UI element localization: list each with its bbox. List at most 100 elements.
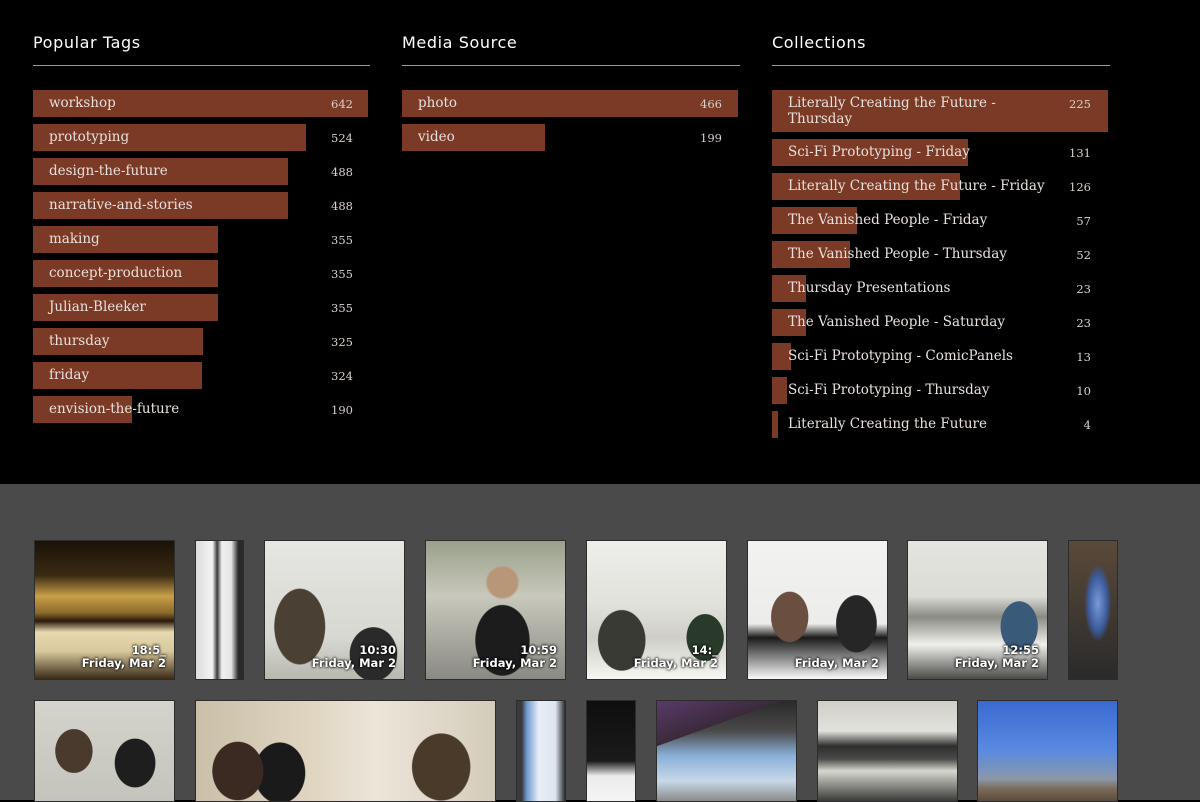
- thumbnail-image: [196, 701, 495, 801]
- thumbnail-image: [35, 701, 174, 801]
- tag-row[interactable]: envision-the-future 190: [33, 396, 368, 423]
- thumbnail-image: [517, 701, 565, 801]
- media-source-count: 466: [700, 97, 722, 111]
- tag-bar: [33, 124, 306, 151]
- tag-row[interactable]: narrative-and-stories 488: [33, 192, 368, 219]
- collection-bar: [772, 411, 778, 438]
- media-source-label: video: [418, 129, 455, 145]
- facets-panel: Popular Tags workshop 642 prototyping 524 de…: [33, 33, 1110, 438]
- collection-bar: [772, 309, 806, 336]
- tag-row[interactable]: thursday 325: [33, 328, 368, 355]
- tag-label: making: [49, 231, 100, 247]
- thumbnail[interactable]: [34, 700, 175, 802]
- collection-bar: [772, 343, 791, 370]
- collection-row[interactable]: Sci-Fi Prototyping - Thursday 10: [772, 377, 1108, 404]
- thumbnail-image: [818, 701, 957, 801]
- tag-bar: [33, 362, 202, 389]
- collection-row[interactable]: The Vanished People - Saturday 23: [772, 309, 1108, 336]
- thumbnail-image: [587, 701, 635, 801]
- collection-bar: [772, 90, 1108, 132]
- collection-row[interactable]: Sci-Fi Prototyping - ComicPanels 13: [772, 343, 1108, 370]
- thumbnail[interactable]: [586, 700, 636, 802]
- tag-count: 355: [331, 267, 353, 281]
- collection-row[interactable]: Literally Creating the Future - Friday 12…: [772, 173, 1108, 200]
- thumbnail-image: [196, 541, 243, 679]
- popular-tags-divider: [33, 65, 370, 66]
- collection-bar: [772, 275, 806, 302]
- thumbnail[interactable]: 10:30 Friday, Mar 2: [264, 540, 405, 680]
- tag-count: 325: [331, 335, 353, 349]
- thumbnail[interactable]: 12:55 Friday, Mar 2: [907, 540, 1048, 680]
- popular-tags-title: Popular Tags: [33, 33, 141, 52]
- collection-count: 52: [1076, 248, 1091, 262]
- collection-label: Sci-Fi Prototyping - Friday: [788, 144, 970, 160]
- tag-label: envision-the-future: [49, 401, 180, 417]
- thumbnail[interactable]: [195, 700, 496, 802]
- tag-row[interactable]: friday 324: [33, 362, 368, 389]
- thumbnail-date: Friday, Mar 2: [311, 656, 396, 670]
- thumbnail-image: [908, 541, 1047, 679]
- tag-bar: [33, 294, 218, 321]
- thumbnail-image: [587, 541, 726, 679]
- thumbnail[interactable]: [977, 700, 1118, 802]
- collection-bar: [772, 207, 857, 234]
- collection-row[interactable]: The Vanished People - Friday 57: [772, 207, 1108, 234]
- thumbnail[interactable]: [1068, 540, 1118, 680]
- tag-row[interactable]: making 355: [33, 226, 368, 253]
- tag-label: thursday: [49, 333, 110, 349]
- tag-bar: [33, 260, 218, 287]
- collections-title: Collections: [772, 33, 867, 52]
- tag-label: workshop: [49, 95, 116, 111]
- tag-bar: [33, 328, 203, 355]
- collection-label: Thursday Presentations: [788, 280, 951, 296]
- tag-count: 190: [331, 403, 353, 417]
- thumbnail[interactable]: 10:59 Friday, Mar 2: [425, 540, 566, 680]
- tag-bar: [33, 396, 132, 423]
- thumbnail[interactable]: [516, 700, 566, 802]
- tag-row[interactable]: workshop 642: [33, 90, 368, 117]
- thumbnail-image: [748, 541, 887, 679]
- tag-bar: [33, 192, 288, 219]
- thumbnail-image: [1069, 541, 1117, 679]
- collection-label: Sci-Fi Prototyping - ComicPanels: [788, 348, 1013, 364]
- collection-count: 10: [1076, 384, 1091, 398]
- thumbnail[interactable]: [817, 700, 958, 802]
- tag-label: design-the-future: [49, 163, 168, 179]
- tag-row[interactable]: Julian-Bleeker 355: [33, 294, 368, 321]
- media-source-row[interactable]: video 199: [402, 124, 738, 151]
- collection-row[interactable]: Thursday Presentations 23: [772, 275, 1108, 302]
- collection-row[interactable]: The Vanished People - Thursday 52: [772, 241, 1108, 268]
- collection-label: Sci-Fi Prototyping - Thursday: [788, 382, 990, 398]
- media-source-label: photo: [418, 95, 458, 111]
- tag-row[interactable]: design-the-future 488: [33, 158, 368, 185]
- tag-bar: [33, 226, 218, 253]
- thumbnail[interactable]: [656, 700, 797, 802]
- thumbnail[interactable]: [195, 540, 244, 680]
- media-source-title: Media Source: [402, 33, 518, 52]
- thumbnail[interactable]: 18:5_ Friday, Mar 2: [34, 540, 175, 680]
- thumbnail[interactable]: Friday, Mar 2: [747, 540, 888, 680]
- tag-row[interactable]: prototyping 524: [33, 124, 368, 151]
- thumbnail[interactable]: 14:_ Friday, Mar 2: [586, 540, 727, 680]
- thumbnail-image: [978, 701, 1117, 801]
- tag-bar: [33, 158, 288, 185]
- collection-label: Literally Creating the Future: [788, 416, 987, 432]
- collection-bar: [772, 173, 960, 200]
- collection-count: 126: [1069, 180, 1091, 194]
- collection-row[interactable]: Sci-Fi Prototyping - Friday 131: [772, 139, 1108, 166]
- tag-label: friday: [49, 367, 90, 383]
- collection-count: 13: [1076, 350, 1091, 364]
- thumbnail-date: Friday, Mar 2: [954, 656, 1039, 670]
- tag-label: Julian-Bleeker: [49, 299, 146, 315]
- collection-label: Literally Creating the Future - Thursday: [788, 95, 996, 127]
- media-source-row[interactable]: photo 466: [402, 90, 738, 117]
- tag-bar: [33, 90, 368, 117]
- tag-label: prototyping: [49, 129, 130, 145]
- collection-row[interactable]: Literally Creating the Future - Thursday…: [772, 90, 1108, 132]
- media-source-divider: [402, 65, 740, 66]
- collection-count: 131: [1069, 146, 1091, 160]
- tag-row[interactable]: concept-production 355: [33, 260, 368, 287]
- collection-row[interactable]: Literally Creating the Future 4: [772, 411, 1108, 438]
- thumbnail-time: 10:30: [359, 643, 396, 657]
- thumbnail-time: 10:59: [520, 643, 557, 657]
